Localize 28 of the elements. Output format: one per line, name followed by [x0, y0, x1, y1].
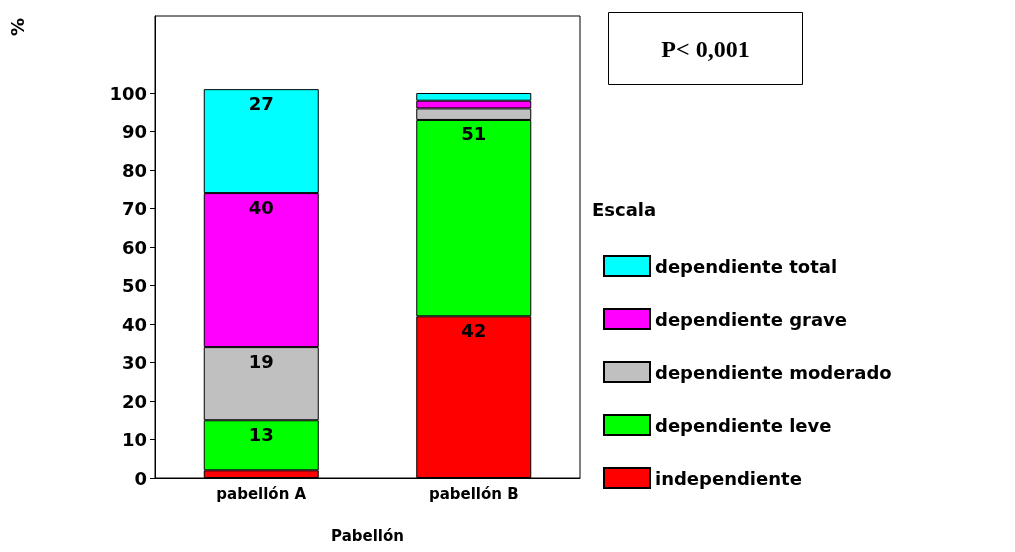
y-tick-label: 30 [121, 352, 147, 373]
y-tick-label: 70 [121, 198, 147, 219]
x-tick-label: pabellón B [428, 484, 519, 503]
y-tick-label: 10 [121, 429, 147, 450]
data-label: 42 [461, 319, 487, 341]
y-axis-title: % [6, 17, 28, 37]
legend-label: dependiente grave [655, 308, 848, 330]
data-label: 40 [248, 196, 274, 218]
y-tick-label: 0 [134, 467, 147, 489]
y-tick-label: 20 [121, 390, 147, 412]
legend-label: independiente [655, 467, 802, 489]
data-label: 51 [461, 123, 487, 145]
y-tick-label: 40 [121, 313, 147, 335]
y-tick-label: 100 [109, 82, 147, 104]
data-label: 27 [248, 92, 274, 114]
legend-label: dependiente leve [655, 414, 832, 436]
legend-label: dependiente moderado [655, 361, 892, 383]
y-tick-label: 90 [121, 121, 147, 142]
y-tick-label: 60 [121, 236, 147, 258]
legend-title: Escala [592, 198, 657, 220]
data-label: 19 [248, 350, 274, 372]
y-tick-label: 80 [121, 159, 147, 181]
text: P< 0,001 [661, 35, 750, 62]
x-axis-title: Pabellón [331, 526, 404, 545]
x-tick-label: pabellón A [216, 484, 307, 503]
data-label: 13 [248, 423, 274, 445]
y-tick-label: 50 [121, 275, 147, 296]
legend-label: dependiente total [655, 255, 838, 277]
